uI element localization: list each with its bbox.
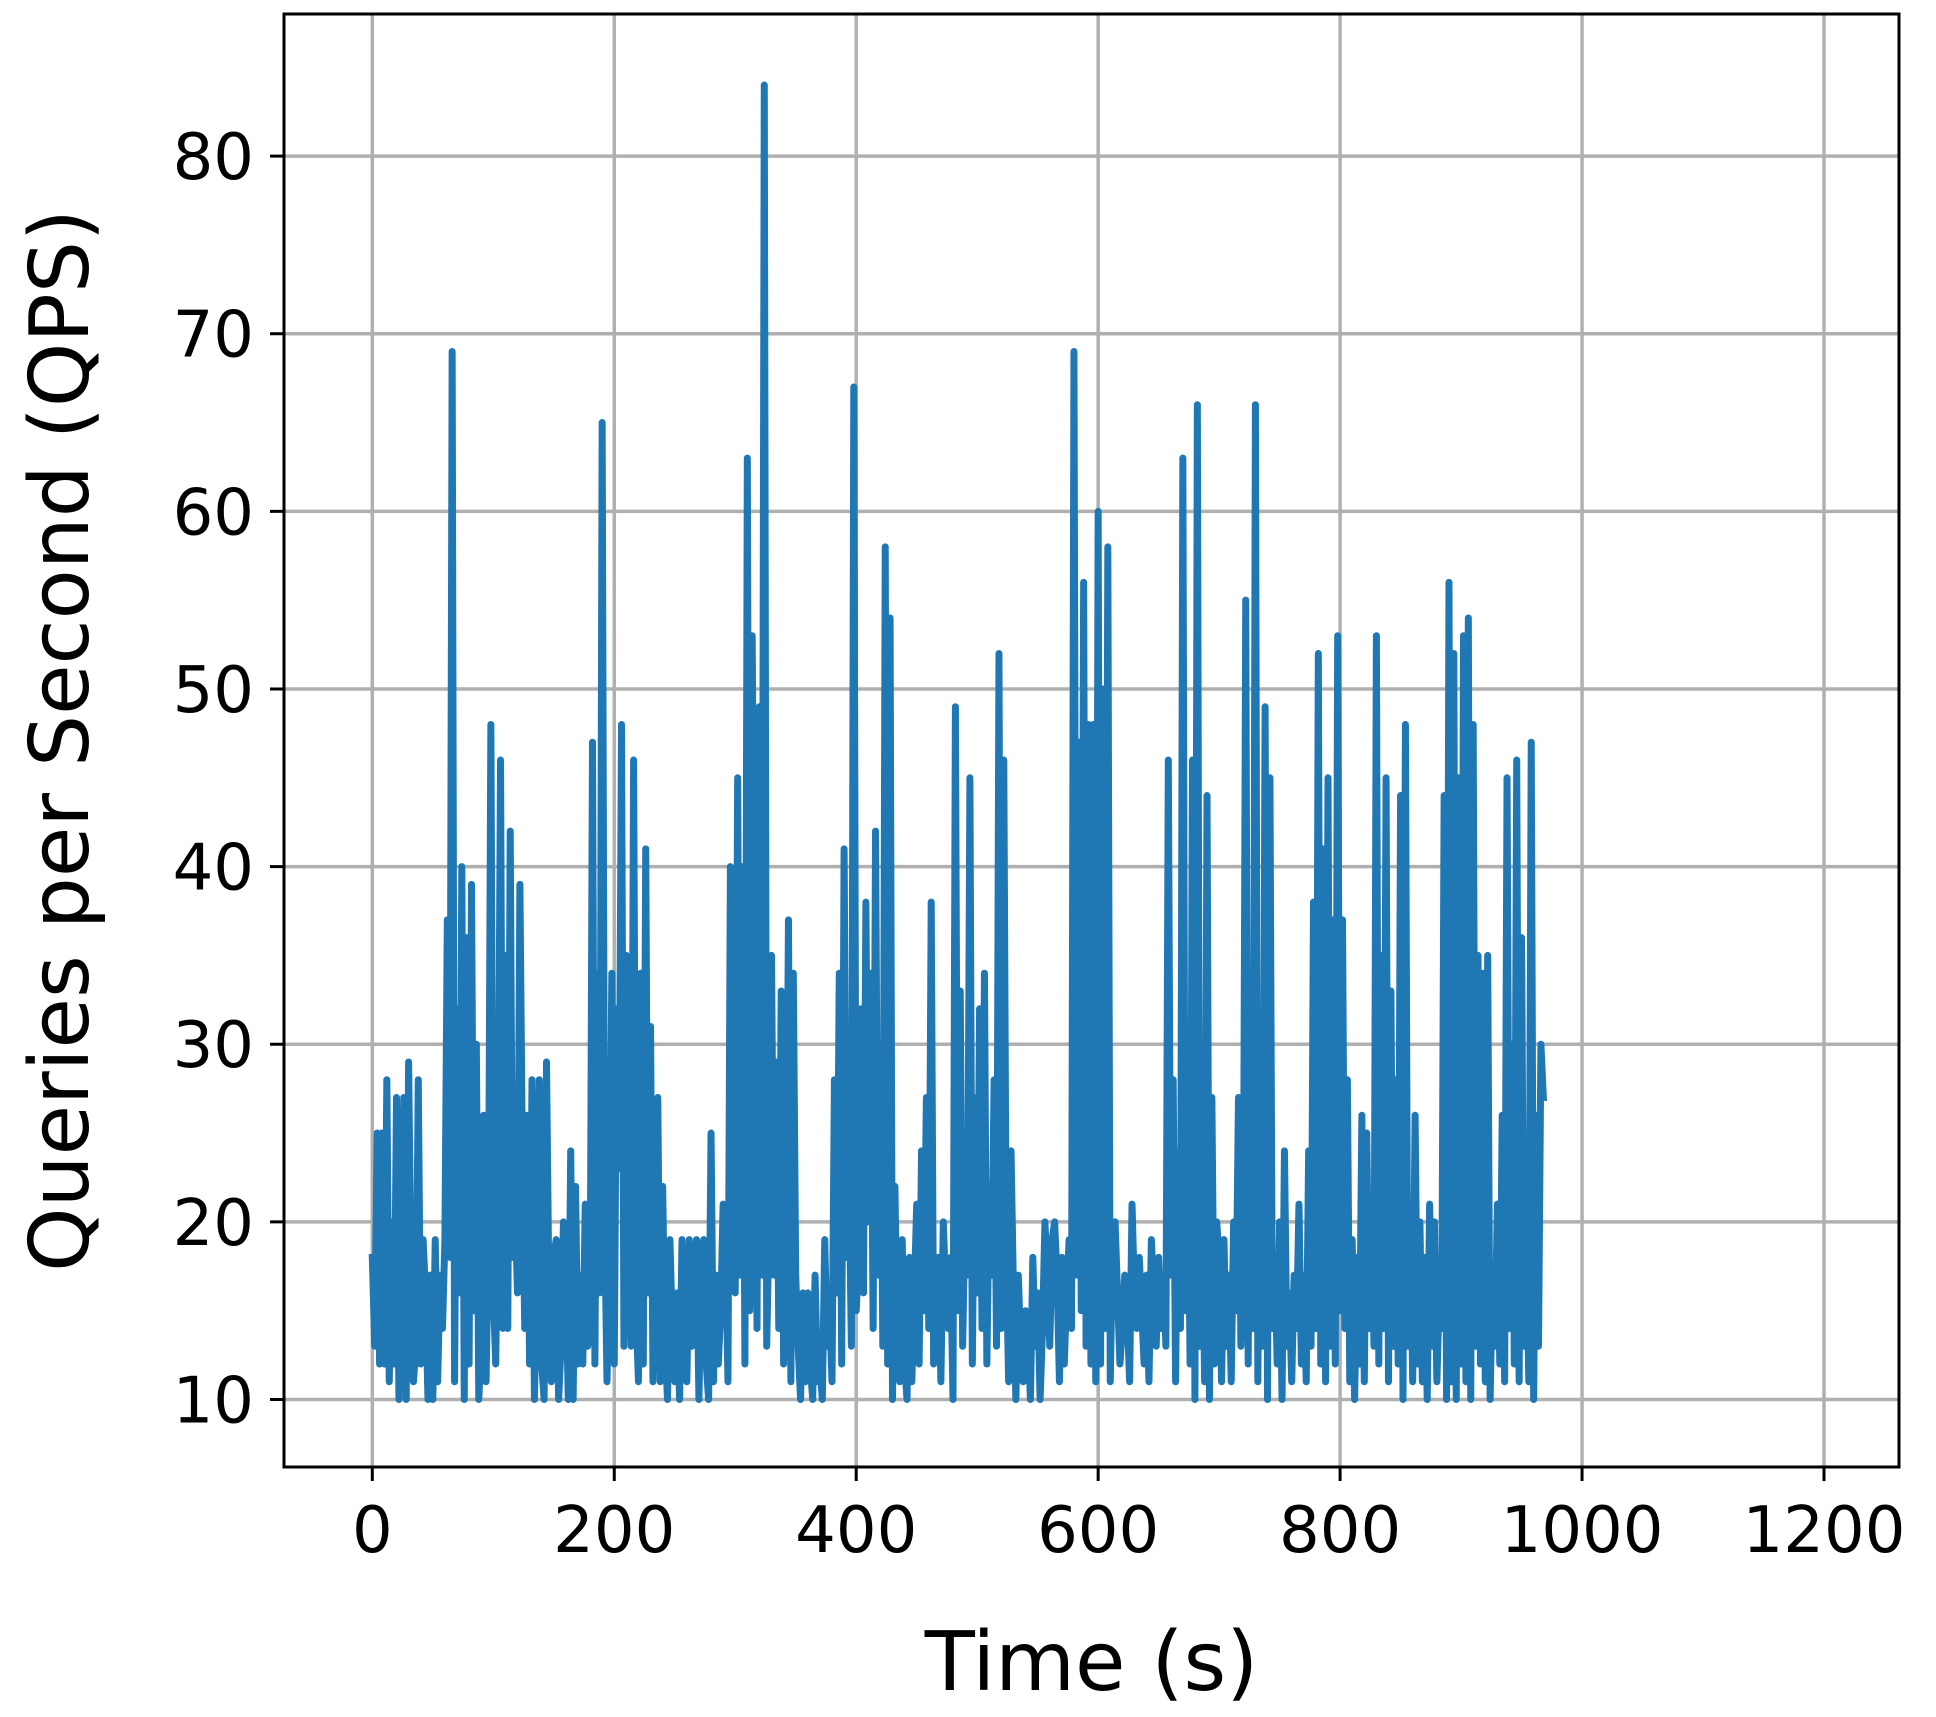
x-tick-label: 1000 <box>1501 1494 1664 1568</box>
y-tick-label: 20 <box>173 1187 254 1261</box>
y-tick-label: 30 <box>173 1009 254 1083</box>
y-tick-label: 50 <box>173 654 254 728</box>
x-tick-label: 400 <box>795 1494 917 1568</box>
x-tick-label: 600 <box>1037 1494 1159 1568</box>
y-axis-label: Queries per Second (QPS) <box>13 209 108 1272</box>
plot-frame <box>282 12 1901 1469</box>
axis-ticks: 0 200 400 600 800 1000 1200 10 20 30 40 50 60 70 80 <box>173 121 1906 1568</box>
x-tick-label: 800 <box>1279 1494 1401 1568</box>
y-tick-label: 60 <box>173 476 254 550</box>
x-tick-label: 200 <box>553 1494 675 1568</box>
x-axis-label: Time (s) <box>924 1615 1258 1710</box>
x-tick-label: 0 <box>352 1494 393 1568</box>
y-tick-label: 80 <box>173 121 254 195</box>
y-tick-label: 70 <box>173 299 254 373</box>
y-tick-label: 10 <box>173 1365 254 1439</box>
y-tick-label: 40 <box>173 832 254 906</box>
series-layer <box>368 81 1547 1403</box>
x-tick-label: 1200 <box>1743 1494 1906 1568</box>
qps-series-line <box>368 81 1547 1403</box>
